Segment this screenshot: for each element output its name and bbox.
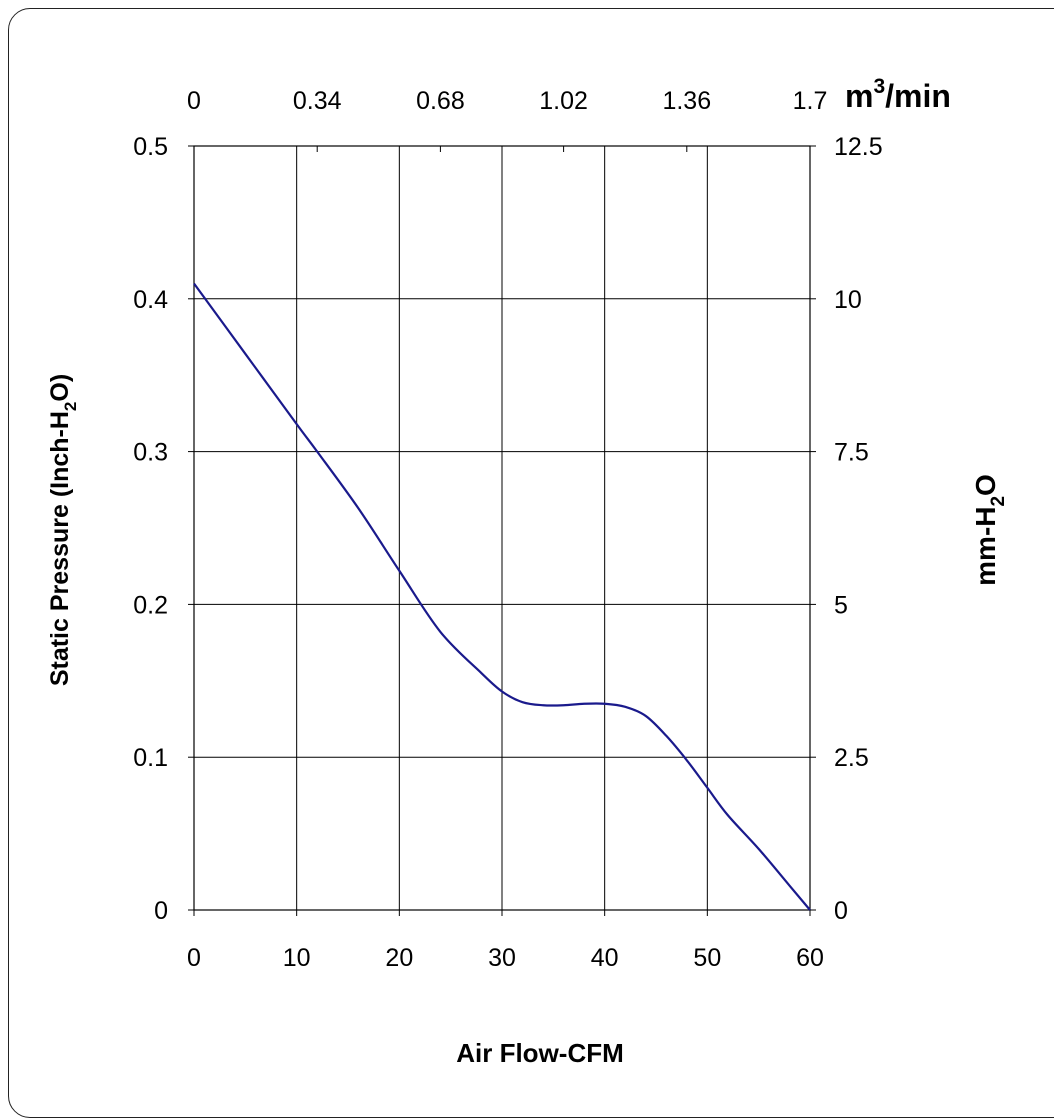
y2-axis-title-sub: 2: [988, 496, 1009, 507]
y-axis-title-tail: O): [46, 374, 74, 402]
tick-labels: 0 10 20 30 40 50 600 00.1 2.50.2 50.3 7.50.4 100.5 1…: [133, 87, 882, 972]
x-tick-label: 30: [488, 944, 516, 972]
y-tick-label: 0.2: [133, 591, 168, 619]
y-tick-label: 0.1: [133, 744, 168, 772]
top-axis-unit-main: m: [845, 78, 873, 114]
x-axis-title: Air Flow-CFM: [456, 1038, 624, 1068]
y-tick-label: 0: [154, 897, 168, 925]
top-axis-unit-sup: 3: [873, 75, 885, 98]
fan-curve-chart: 0 10 20 30 40 50 600 00.1 2.50.2 50.3 7.50.4 100.5 1…: [46, 75, 1009, 1068]
x-tick-label: 50: [693, 944, 721, 972]
y2-tick-label: 5: [834, 591, 848, 619]
y-tick-label: 0.5: [133, 133, 168, 161]
y-tick-label: 0.4: [133, 286, 168, 314]
y-tick-label: 0.3: [133, 439, 168, 467]
x-tick-label: 10: [283, 944, 311, 972]
ticks: [188, 145, 816, 916]
top-tick-label: 0.34: [293, 87, 342, 115]
top-tick-label: 0.68: [416, 87, 465, 115]
grid: [194, 146, 810, 910]
top-axis-unit: m3/min: [845, 75, 951, 114]
y2-tick-label: 7.5: [834, 439, 869, 467]
y2-tick-label: 12.5: [834, 133, 883, 161]
top-tick-label: 1.36: [662, 87, 711, 115]
top-tick-label: 0: [187, 87, 201, 115]
x-tick-label: 60: [796, 944, 824, 972]
top-axis-unit-tail: /min: [885, 78, 951, 114]
y2-tick-label: 0: [834, 897, 848, 925]
series-line: [193, 282, 811, 911]
y2-axis-title-main: mm-H: [970, 507, 1001, 586]
y-axis-title-main: Static Pressure (Inch-H: [46, 411, 74, 686]
top-tick-label: 1.7: [793, 87, 828, 115]
y2-tick-label: 2.5: [834, 744, 869, 772]
x-tick-label: 0: [187, 944, 201, 972]
y2-axis-title: mm-H2O: [970, 474, 1009, 586]
y2-axis-title-tail: O: [970, 474, 1001, 496]
x-tick-label: 40: [591, 944, 619, 972]
y2-tick-label: 10: [834, 286, 862, 314]
y-axis-title-sub: 2: [61, 402, 80, 411]
y-axis-title: Static Pressure (Inch-H2O): [46, 374, 80, 686]
top-tick-label: 1.02: [539, 87, 588, 115]
x-tick-label: 20: [385, 944, 413, 972]
